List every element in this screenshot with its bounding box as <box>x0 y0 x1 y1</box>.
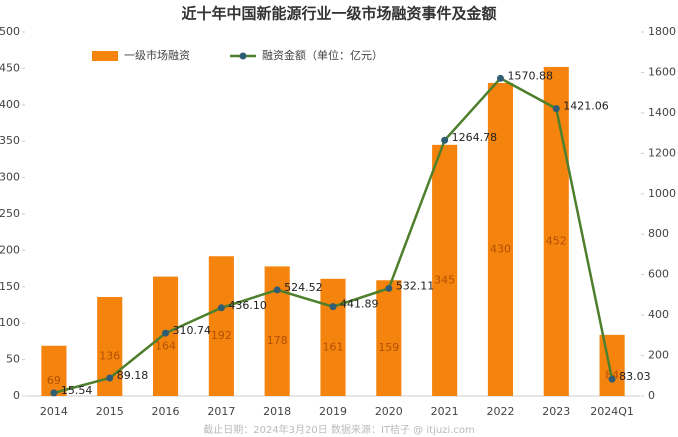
line-marker <box>50 389 58 397</box>
y2-tick-label: 800 <box>648 227 669 240</box>
line-marker <box>273 286 281 294</box>
line-value-label: 532.11 <box>396 279 435 292</box>
x-tick-label: 2024Q1 <box>590 405 634 418</box>
line-value-label: 89.18 <box>117 369 148 382</box>
bar-value-label: 136 <box>99 349 120 362</box>
y2-tick-label: 0 <box>648 389 655 402</box>
line-marker <box>385 284 393 292</box>
x-tick-label: 2021 <box>431 405 459 418</box>
x-tick-label: 2017 <box>207 405 235 418</box>
bar <box>376 280 402 396</box>
x-tick-label: 2023 <box>542 405 570 418</box>
x-tick-label: 2018 <box>263 405 291 418</box>
y-tick-label: 50 <box>6 353 20 366</box>
line-value-label: 83.03 <box>619 370 651 383</box>
y2-tick-label: 400 <box>648 308 669 321</box>
y-tick-label: 200 <box>0 243 20 256</box>
bar-value-label: 345 <box>434 273 455 286</box>
line-marker <box>106 374 114 382</box>
legend-label: 一级市场融资 <box>124 48 190 62</box>
legend-marker <box>239 52 247 60</box>
line-value-label: 441.89 <box>340 298 379 311</box>
bar-value-label: 452 <box>546 234 567 247</box>
y2-tick-label: 1400 <box>648 106 676 119</box>
y2-tick-label: 1800 <box>648 25 676 38</box>
y-tick-label: 300 <box>0 171 20 184</box>
x-tick-label: 2014 <box>40 405 68 418</box>
bar <box>432 144 458 396</box>
bar-value-label: 164 <box>155 339 176 352</box>
line-marker <box>441 136 449 144</box>
x-tick-label: 2020 <box>375 405 403 418</box>
y-tick-label: 250 <box>0 207 20 220</box>
line-value-label: 1421.06 <box>563 100 609 113</box>
y-tick-label: 400 <box>0 98 20 111</box>
legend-label: 融资金额（单位：亿元） <box>262 48 383 62</box>
line-value-label: 436.10 <box>228 299 267 312</box>
bar-value-label: 178 <box>267 334 288 347</box>
legend-swatch <box>92 51 118 61</box>
bar <box>543 66 569 396</box>
y-tick-label: 150 <box>0 280 20 293</box>
y2-tick-label: 600 <box>648 268 669 281</box>
y-tick-label: 450 <box>0 61 20 74</box>
line-marker <box>552 105 560 113</box>
line-marker <box>217 304 225 312</box>
y2-tick-label: 1000 <box>648 187 676 200</box>
line-value-label: 310.74 <box>173 324 212 337</box>
x-tick-label: 2019 <box>319 405 347 418</box>
line-marker <box>329 303 337 311</box>
bar <box>320 278 346 396</box>
line-marker <box>496 74 504 82</box>
bar <box>487 82 514 397</box>
bar <box>41 345 67 396</box>
line-value-label: 1264.78 <box>452 131 498 144</box>
line-value-label: 1570.88 <box>507 69 553 82</box>
y-tick-label: 350 <box>0 134 20 147</box>
bar-value-label: 69 <box>47 374 61 387</box>
y2-tick-label: 1600 <box>648 65 676 78</box>
bar <box>208 256 234 396</box>
source: 截止日期：2024年3月20日 数据来源：IT桔子 @ itjuzi.com <box>203 423 475 436</box>
y-tick-label: 100 <box>0 316 20 329</box>
bar-value-label: 192 <box>211 329 232 342</box>
line-marker <box>608 375 616 383</box>
line-value-label: 15.54 <box>61 384 92 397</box>
y-tick-label: 500 <box>0 25 20 38</box>
x-tick-label: 2022 <box>486 405 514 418</box>
bar-value-label: 430 <box>490 242 511 255</box>
y2-tick-label: 200 <box>648 349 669 362</box>
y-tick-label: 0 <box>13 389 20 402</box>
line-marker <box>162 329 170 337</box>
x-tick-label: 2016 <box>152 405 180 418</box>
x-tick-label: 2015 <box>96 405 124 418</box>
bar-value-label: 159 <box>378 341 399 354</box>
y2-tick-label: 1200 <box>648 146 676 159</box>
bar <box>599 334 625 396</box>
chart-title: 近十年中国新能源行业一级市场融资事件及金额 <box>181 5 496 23</box>
line-value-label: 524.52 <box>284 281 323 294</box>
bar-value-label: 161 <box>323 340 344 353</box>
